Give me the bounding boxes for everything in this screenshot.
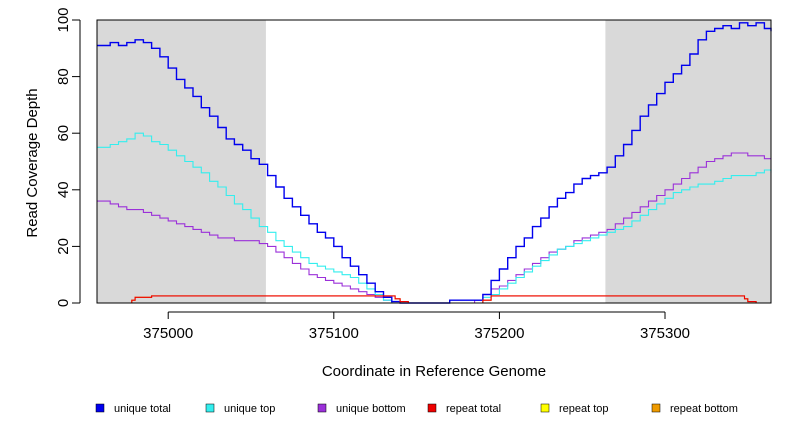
- legend-label-unique-total: unique total: [114, 403, 171, 415]
- legend-swatch-repeat-total: [427, 403, 437, 413]
- x-tick-label: 375300: [640, 325, 690, 342]
- shaded-region-2: [605, 20, 771, 303]
- y-tick-label: 60: [55, 125, 72, 142]
- y-axis-title: Read Coverage Depth: [24, 88, 41, 237]
- legend-label-unique-top: unique top: [224, 403, 275, 415]
- shaded-regions: [97, 20, 771, 303]
- axes: 0 20 40 60 80 100 375000 375100 375200 375300: [55, 7, 772, 342]
- y-tick-label: 0: [55, 299, 72, 307]
- y-tick-label: 100: [55, 7, 72, 32]
- legend-swatch-repeat-bottom: [651, 403, 661, 413]
- series-line-unique-bottom: [97, 152, 771, 304]
- x-tick-label: 375200: [474, 325, 524, 342]
- x-tick-label: 375100: [309, 325, 359, 342]
- legend-label-repeat-total: repeat total: [446, 403, 501, 415]
- legend-label-repeat-top: repeat top: [559, 403, 609, 415]
- legend-swatch-unique-total: [95, 403, 105, 413]
- legend: unique total unique top unique bottom repea…: [95, 403, 738, 415]
- legend-swatch-unique-top: [205, 403, 215, 413]
- legend-swatch-unique-bottom: [317, 403, 327, 413]
- y-tick-label: 80: [55, 68, 72, 85]
- shaded-region-1: [97, 20, 266, 303]
- legend-label-repeat-bottom: repeat bottom: [670, 403, 738, 415]
- y-tick-label: 40: [55, 181, 72, 198]
- legend-swatch-repeat-top: [540, 403, 550, 413]
- x-tick-label: 375000: [143, 325, 193, 342]
- x-axis-title: Coordinate in Reference Genome: [322, 363, 546, 380]
- legend-label-unique-bottom: unique bottom: [336, 403, 406, 415]
- y-tick-label: 20: [55, 238, 72, 255]
- plot-frame: [96, 19, 772, 304]
- series-line-repeat-total: [97, 295, 771, 304]
